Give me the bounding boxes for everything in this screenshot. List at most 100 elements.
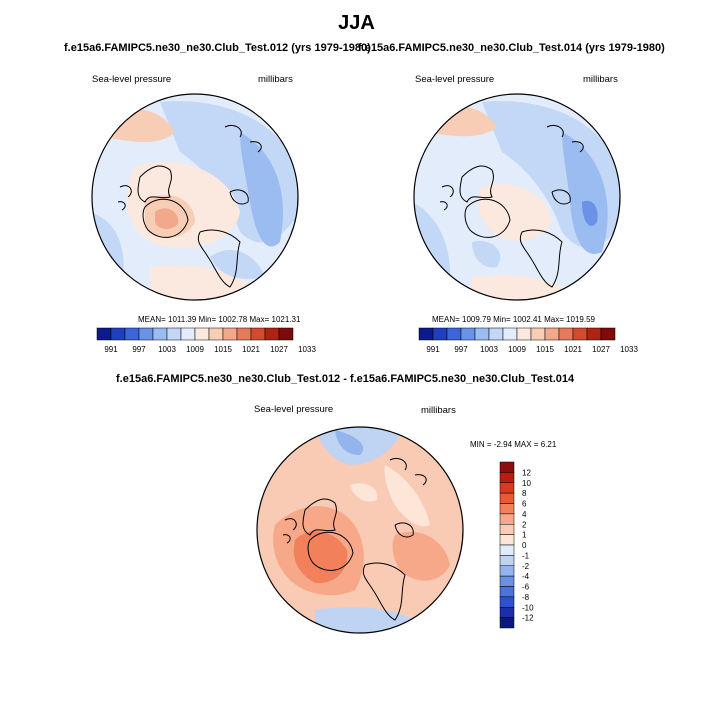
- diff-colorbar-label: 2: [522, 520, 527, 529]
- panel-1-colorbar-swatch: [208, 327, 224, 341]
- panel-1-colorbar-swatch: [180, 327, 196, 341]
- diff-colorbar-swatch: [499, 596, 515, 608]
- diff-colorbar-label: -12: [522, 614, 534, 623]
- panel-1-colorbar-label: 1003: [158, 345, 176, 354]
- panel-2-colorbar-swatch: [600, 327, 616, 341]
- panel-2-map: [413, 93, 621, 301]
- panel-2-variable-label: Sea-level pressure: [415, 74, 495, 85]
- panel-1-colorbar-label: 1021: [242, 345, 260, 354]
- diff-colorbar-swatch: [499, 617, 515, 629]
- panel-1-stats: MEAN= 1011.39 Min= 1002.78 Max= 1021.31: [138, 315, 301, 324]
- diff-colorbar-swatch: [499, 575, 515, 587]
- panel-1-colorbar-swatch: [110, 327, 126, 341]
- diff-colorbar-swatch: [499, 544, 515, 556]
- diff-units-label: millibars: [421, 405, 456, 416]
- panel-2-stats: MEAN= 1009.79 Min= 1002.41 Max= 1019.59: [432, 315, 595, 324]
- diff-colorbar-swatch: [499, 513, 515, 525]
- panel-1-colorbar-label: 1015: [214, 345, 232, 354]
- panel-2-colorbar-label: 1015: [536, 345, 554, 354]
- diff-map: [256, 426, 464, 634]
- panel-1-map-border: [91, 93, 299, 301]
- panel-1-colorbar-swatch: [166, 327, 182, 341]
- diff-colorbar-swatch: [499, 565, 515, 577]
- panel-2-colorbar-label: 1009: [508, 345, 526, 354]
- panel-1-colorbar-swatch: [250, 327, 266, 341]
- panel-1-colorbar-swatch: [96, 327, 112, 341]
- diff-colorbar-label: -2: [522, 562, 530, 571]
- diff-colorbar-label: 10: [522, 479, 531, 488]
- panel-1-colorbar-swatch: [236, 327, 252, 341]
- panel-2-colorbar-label: 1003: [480, 345, 498, 354]
- diff-colorbar-swatch: [499, 482, 515, 494]
- diff-colorbar-label: -1: [522, 551, 530, 560]
- panel-2-colorbar-swatch: [418, 327, 434, 341]
- panel-2-units-label: millibars: [583, 74, 618, 85]
- diff-panel-title: f.e15a6.FAMIPC5.ne30_ne30.Club_Test.012 …: [116, 373, 575, 385]
- panel-1-colorbar-label: 997: [132, 345, 146, 354]
- panel-1-units-label: millibars: [258, 74, 293, 85]
- diff-stats: MIN = -2.94 MAX = 6.21: [470, 440, 557, 449]
- panel-2-colorbar-swatch: [446, 327, 462, 341]
- panel-2-colorbar-label: 1021: [564, 345, 582, 354]
- panel-2-map-border: [413, 93, 621, 301]
- panel-1-title: f.e15a6.FAMIPC5.ne30_ne30.Club_Test.012 …: [64, 42, 371, 54]
- diff-variable-label: Sea-level pressure: [254, 404, 334, 415]
- diff-colorbar-label: -4: [522, 572, 530, 581]
- panel-2-colorbar-label: 991: [426, 345, 440, 354]
- panel-2-coastlines: [439, 124, 584, 288]
- diff-map-border: [256, 426, 464, 634]
- panel-2-colorbar-swatch: [474, 327, 490, 341]
- diff-colorbar-swatch: [499, 586, 515, 598]
- panel-2-colorbar-swatch: [586, 327, 602, 341]
- diff-colorbar-swatch: [499, 534, 515, 546]
- panel-2-colorbar-label: 1027: [592, 345, 610, 354]
- panel-2-colorbar-swatch: [558, 327, 574, 341]
- panel-2-colorbar-swatch: [530, 327, 546, 341]
- panel-1-colorbar-swatch: [222, 327, 238, 341]
- diff-colorbar-swatch: [499, 503, 515, 515]
- panel-1-colorbar-swatch: [152, 327, 168, 341]
- panel-1-map: [91, 93, 299, 301]
- diff-colorbar-label: 0: [522, 541, 527, 550]
- panel-1-colorbar-swatch: [278, 327, 294, 341]
- panel-2-colorbar-swatch: [544, 327, 560, 341]
- panel-1-variable-label: Sea-level pressure: [92, 74, 172, 85]
- panel-1-colorbar-swatch: [124, 327, 140, 341]
- panel-1-colorbar-label: 1027: [270, 345, 288, 354]
- diff-colorbar-label: 1: [522, 531, 527, 540]
- panel-1-colorbar-swatch: [194, 327, 210, 341]
- diff-colorbar-label: 4: [522, 510, 527, 519]
- panel-2-colorbar-swatch: [502, 327, 518, 341]
- figure-title: JJA: [338, 12, 375, 34]
- diff-colorbar-label: 6: [522, 500, 527, 509]
- diff-coastlines: [282, 457, 427, 621]
- diff-colorbar-swatch: [499, 607, 515, 618]
- diff-colorbar-label: 12: [522, 468, 531, 477]
- diff-colorbar-label: -10: [522, 603, 534, 612]
- panel-2-colorbar-swatch: [460, 327, 476, 341]
- panel-2-colorbar-swatch: [432, 327, 448, 341]
- panel-1-coastlines: [117, 124, 262, 288]
- panel-2-colorbar-swatch: [488, 327, 504, 341]
- diff-colorbar-swatch: [499, 461, 515, 473]
- panel-1-colorbar-label: 1009: [186, 345, 204, 354]
- diff-colorbar-swatch: [499, 472, 515, 483]
- panel-1-colorbar-label: 991: [104, 345, 118, 354]
- panel-2-colorbar-label: 997: [454, 345, 468, 354]
- diff-colorbar-label: -8: [522, 593, 530, 602]
- panel-2-colorbar: 991 997 1003 1009 1015 1021 1027 1033: [418, 327, 638, 354]
- panel-1-colorbar: 991 997 1003 1009 1015 1021 1027 1033: [96, 327, 316, 354]
- panel-1-colorbar-label: 1033: [298, 345, 316, 354]
- panel-2-colorbar-label: 1033: [620, 345, 638, 354]
- panel-1-colorbar-swatch: [264, 327, 280, 341]
- panel-2-title: f.e15a6.FAMIPC5.ne30_ne30.Club_Test.014 …: [358, 42, 665, 54]
- diff-colorbar-swatch: [499, 524, 515, 535]
- diff-colorbar-label: 8: [522, 489, 527, 498]
- panel-2-colorbar-swatch: [516, 327, 532, 341]
- panel-2-colorbar-swatch: [572, 327, 588, 341]
- panel-1-colorbar-swatch: [138, 327, 154, 341]
- diff-colorbar-swatch: [499, 492, 515, 504]
- diff-colorbar-swatch: [499, 555, 515, 566]
- diff-colorbar-label: -6: [522, 583, 530, 592]
